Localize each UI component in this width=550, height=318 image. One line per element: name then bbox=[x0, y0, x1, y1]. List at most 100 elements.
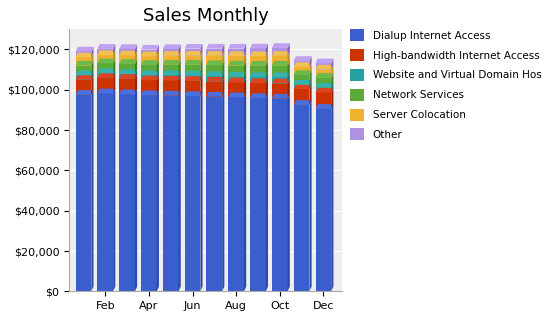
Polygon shape bbox=[250, 52, 268, 56]
Bar bbox=[250, 48, 266, 56]
Bar bbox=[141, 95, 157, 291]
Polygon shape bbox=[331, 73, 333, 88]
Polygon shape bbox=[141, 60, 159, 65]
Bar bbox=[185, 49, 200, 56]
Polygon shape bbox=[222, 60, 224, 76]
Polygon shape bbox=[163, 60, 181, 65]
Bar bbox=[228, 97, 244, 291]
Polygon shape bbox=[331, 59, 333, 70]
Polygon shape bbox=[266, 78, 268, 98]
Bar bbox=[119, 49, 135, 55]
Polygon shape bbox=[288, 73, 290, 84]
Polygon shape bbox=[228, 78, 246, 82]
Polygon shape bbox=[294, 85, 312, 89]
Polygon shape bbox=[97, 44, 116, 49]
Polygon shape bbox=[113, 50, 116, 63]
Polygon shape bbox=[119, 44, 137, 49]
Polygon shape bbox=[228, 72, 246, 77]
Polygon shape bbox=[244, 78, 246, 97]
Bar bbox=[141, 80, 157, 95]
Bar bbox=[163, 49, 179, 56]
Bar bbox=[272, 84, 288, 99]
Polygon shape bbox=[135, 51, 137, 64]
Polygon shape bbox=[185, 60, 202, 65]
Bar bbox=[206, 97, 222, 291]
Bar bbox=[119, 64, 135, 74]
Polygon shape bbox=[141, 91, 159, 95]
Polygon shape bbox=[179, 76, 181, 96]
Bar bbox=[75, 58, 91, 66]
Polygon shape bbox=[91, 90, 94, 291]
Polygon shape bbox=[294, 70, 312, 75]
Polygon shape bbox=[141, 71, 159, 75]
Polygon shape bbox=[244, 52, 246, 66]
Polygon shape bbox=[316, 88, 333, 92]
Bar bbox=[141, 56, 157, 65]
Polygon shape bbox=[250, 78, 268, 83]
Polygon shape bbox=[157, 76, 159, 95]
Polygon shape bbox=[250, 72, 268, 77]
Polygon shape bbox=[310, 62, 312, 75]
Polygon shape bbox=[310, 80, 312, 89]
Polygon shape bbox=[113, 68, 116, 78]
Bar bbox=[316, 88, 331, 92]
Polygon shape bbox=[250, 93, 268, 98]
Polygon shape bbox=[119, 74, 137, 79]
Polygon shape bbox=[266, 44, 268, 56]
Bar bbox=[272, 66, 288, 77]
Polygon shape bbox=[316, 83, 333, 88]
Polygon shape bbox=[157, 45, 159, 56]
Polygon shape bbox=[185, 76, 202, 81]
Polygon shape bbox=[222, 92, 224, 291]
Bar bbox=[294, 75, 310, 85]
Polygon shape bbox=[91, 71, 94, 80]
Polygon shape bbox=[316, 59, 333, 63]
Polygon shape bbox=[288, 43, 290, 56]
Bar bbox=[206, 82, 222, 97]
Polygon shape bbox=[310, 85, 312, 105]
Polygon shape bbox=[206, 51, 224, 56]
Polygon shape bbox=[179, 91, 181, 291]
Polygon shape bbox=[97, 59, 116, 63]
Bar bbox=[250, 66, 266, 77]
Polygon shape bbox=[200, 71, 202, 81]
Polygon shape bbox=[228, 44, 246, 49]
Bar bbox=[97, 55, 113, 63]
Polygon shape bbox=[266, 52, 268, 66]
Polygon shape bbox=[206, 77, 224, 82]
Polygon shape bbox=[244, 93, 246, 291]
Polygon shape bbox=[91, 61, 94, 75]
Polygon shape bbox=[316, 65, 333, 70]
Legend: Dialup Internet Access, High-bandwidth Internet Access, Website and Virtual Doma: Dialup Internet Access, High-bandwidth I… bbox=[350, 29, 542, 141]
Polygon shape bbox=[119, 69, 137, 74]
Polygon shape bbox=[288, 79, 290, 99]
Bar bbox=[75, 75, 91, 80]
Bar bbox=[272, 56, 288, 66]
Polygon shape bbox=[97, 89, 116, 93]
Polygon shape bbox=[179, 44, 181, 56]
Polygon shape bbox=[206, 60, 224, 65]
Polygon shape bbox=[185, 71, 202, 75]
Polygon shape bbox=[163, 51, 181, 56]
Polygon shape bbox=[266, 61, 268, 77]
Bar bbox=[316, 70, 331, 78]
Polygon shape bbox=[141, 76, 159, 80]
Polygon shape bbox=[75, 71, 94, 75]
Polygon shape bbox=[179, 51, 181, 65]
Bar bbox=[228, 66, 244, 77]
Polygon shape bbox=[288, 61, 290, 77]
Polygon shape bbox=[222, 44, 224, 56]
Bar bbox=[228, 82, 244, 97]
Polygon shape bbox=[91, 75, 94, 95]
Polygon shape bbox=[272, 43, 290, 48]
Polygon shape bbox=[113, 73, 116, 93]
Bar bbox=[119, 74, 135, 79]
Polygon shape bbox=[97, 50, 116, 55]
Polygon shape bbox=[119, 59, 137, 64]
Polygon shape bbox=[157, 91, 159, 291]
Polygon shape bbox=[331, 65, 333, 78]
Polygon shape bbox=[135, 59, 137, 74]
Polygon shape bbox=[206, 71, 224, 76]
Polygon shape bbox=[141, 52, 159, 56]
Polygon shape bbox=[228, 52, 246, 56]
